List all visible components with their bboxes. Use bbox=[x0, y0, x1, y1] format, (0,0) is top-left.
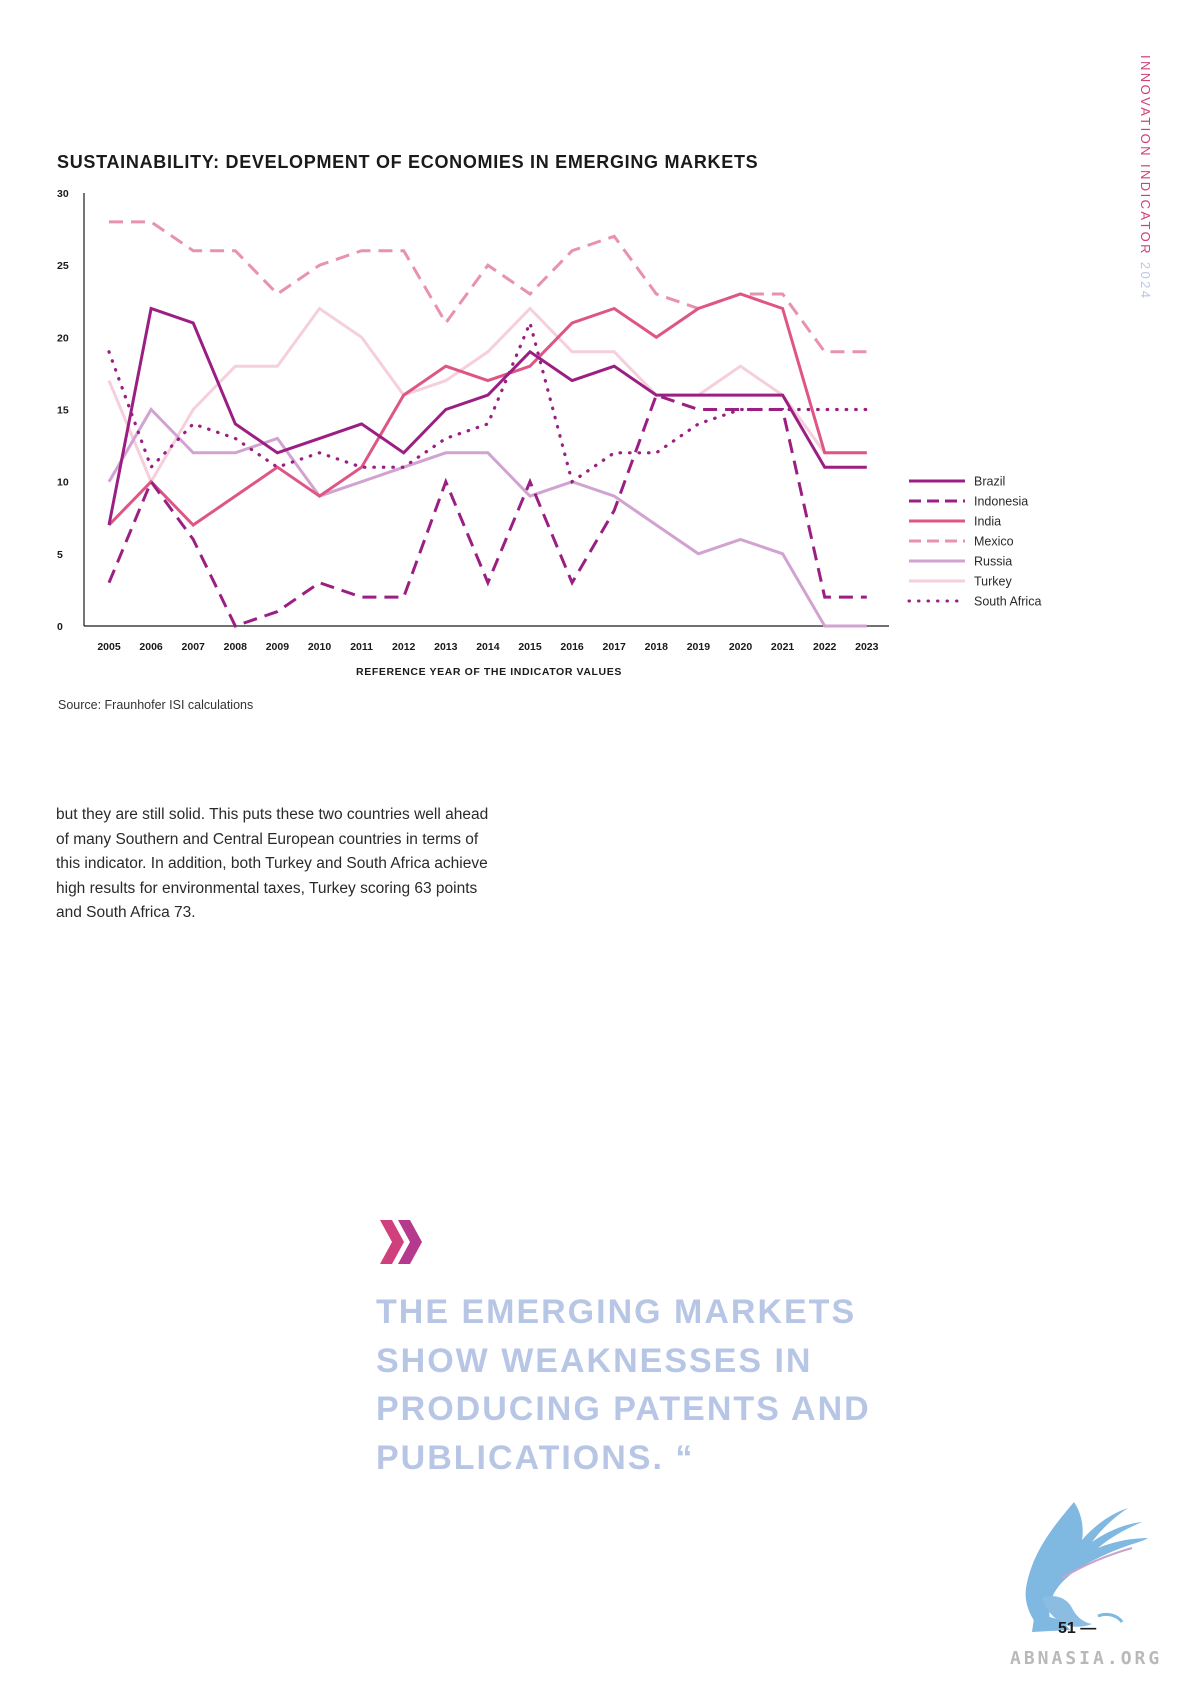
x-tick-label: 2008 bbox=[224, 641, 248, 653]
y-tick-label: 5 bbox=[57, 549, 63, 561]
x-tick-label: 2017 bbox=[603, 641, 627, 653]
y-tick-label: 15 bbox=[57, 405, 69, 417]
running-header-year: 2024 bbox=[1138, 261, 1153, 301]
x-axis-label: REFERENCE YEAR OF THE INDICATOR VALUES bbox=[356, 666, 622, 678]
legend-label: Russia bbox=[974, 555, 1012, 569]
body-paragraph: but they are still solid. This puts thes… bbox=[56, 806, 489, 921]
x-tick-label: 2020 bbox=[729, 641, 753, 653]
y-tick-label: 25 bbox=[57, 260, 69, 272]
griffin-logo-icon bbox=[1025, 1502, 1148, 1632]
x-tick-label: 2014 bbox=[476, 641, 500, 653]
x-tick-label: 2023 bbox=[855, 641, 879, 653]
x-tick-label: 2018 bbox=[645, 641, 669, 653]
series-line-brazil bbox=[107, 306, 867, 526]
chart-source: Source: Fraunhofer ISI calculations bbox=[58, 698, 254, 712]
double-chevron-icon bbox=[380, 1220, 422, 1264]
legend-label: South Africa bbox=[974, 595, 1041, 609]
legend-label: Brazil bbox=[974, 475, 1005, 489]
legend-label: India bbox=[974, 515, 1001, 529]
x-tick-label: 2021 bbox=[771, 641, 795, 653]
x-tick-label: 2009 bbox=[266, 641, 290, 653]
x-tick-label: 2016 bbox=[560, 641, 584, 653]
series-line-india bbox=[107, 292, 867, 527]
watermark: ABNASIA.ORG bbox=[1010, 1648, 1163, 1669]
x-tick-label: 2005 bbox=[97, 641, 121, 653]
x-tick-label: 2015 bbox=[518, 641, 542, 653]
x-tick-label: 2010 bbox=[308, 641, 332, 653]
x-tick-label: 2006 bbox=[139, 641, 163, 653]
y-tick-label: 20 bbox=[57, 332, 69, 344]
y-tick-label: 10 bbox=[57, 477, 69, 489]
x-tick-label: 2012 bbox=[392, 641, 416, 653]
x-tick-label: 2022 bbox=[813, 641, 837, 653]
x-tick-label: 2011 bbox=[350, 641, 373, 653]
y-tick-label: 0 bbox=[57, 621, 63, 633]
pull-quote: THE EMERGING MARKETS SHOW WEAKNESSES IN … bbox=[376, 1293, 871, 1477]
y-tick-label: 30 bbox=[57, 188, 69, 200]
running-header-title: INNOVATION INDICATOR bbox=[1138, 55, 1153, 256]
series-line-indonesia bbox=[107, 393, 867, 628]
x-tick-label: 2013 bbox=[434, 641, 458, 653]
series-line-russia bbox=[107, 407, 867, 628]
running-header: INNOVATION INDICATOR 2024 bbox=[1133, 55, 1153, 300]
series-line-mexico bbox=[109, 220, 867, 354]
legend-label: Indonesia bbox=[974, 495, 1028, 509]
x-tick-label: 2007 bbox=[182, 641, 206, 653]
page-number: 51 — bbox=[1058, 1620, 1097, 1637]
x-tick-label: 2019 bbox=[687, 641, 711, 653]
legend-label: Mexico bbox=[974, 535, 1014, 549]
line-chart: 0 5 10 15 20 25 30 2005 2006 2007 2008 2009 2010 2011… bbox=[57, 188, 1041, 678]
chart-title: SUSTAINABILITY: DEVELOPMENT OF ECONOMIES… bbox=[57, 152, 759, 172]
legend-label: Turkey bbox=[974, 575, 1012, 589]
series-line-turkey bbox=[107, 306, 867, 486]
series-line-south-africa bbox=[107, 317, 869, 485]
